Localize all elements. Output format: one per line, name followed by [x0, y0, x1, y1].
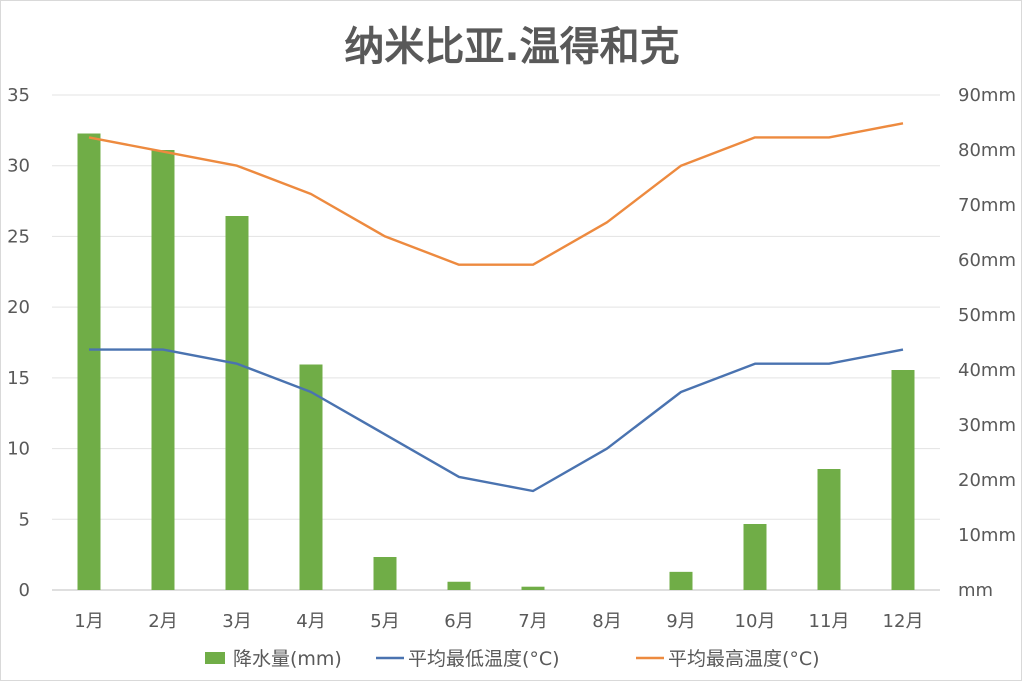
precipitation-bar: [299, 364, 323, 590]
left-tick-label: 15: [7, 368, 30, 389]
legend: 降水量(mm) 平均最低温度(°C) 平均最高温度(°C): [205, 648, 820, 670]
x-tick-label: 2月: [148, 611, 177, 632]
x-tick-label: 3月: [222, 611, 251, 632]
x-tick-label: 10月: [735, 611, 776, 632]
legend-label: 平均最高温度(°C): [668, 648, 820, 670]
legend-label: 平均最低温度(°C): [408, 648, 560, 670]
left-tick-label: 20: [7, 297, 30, 318]
legend-swatch-bar: [205, 652, 225, 664]
precipitation-bar: [891, 370, 915, 590]
x-tick-label: 12月: [883, 611, 924, 632]
left-tick-label: 35: [7, 85, 30, 106]
grid-lines: [52, 94, 940, 591]
precipitation-bar: [373, 557, 397, 590]
legend-label: 降水量(mm): [233, 648, 342, 670]
left-tick-label: 25: [7, 226, 30, 247]
x-tick-label: 1月: [74, 611, 103, 632]
x-tick-label: 11月: [809, 611, 850, 632]
x-axis-ticks: 1月 2月 3月 4月 5月 6月 7月 8月 9月 10月 11月 12月: [74, 611, 923, 632]
max-temp-line: [88, 122, 904, 266]
right-tick-label: mm: [958, 580, 993, 601]
x-tick-label: 8月: [592, 611, 621, 632]
right-axis-ticks: mm 10mm 20mm 30mm 40mm 50mm 60mm 70mm 80mm 90mm: [958, 85, 1016, 601]
precipitation-bar: [743, 524, 767, 590]
right-tick-label: 50mm: [958, 305, 1016, 326]
x-tick-label: 9月: [666, 611, 695, 632]
x-tick-label: 6月: [444, 611, 473, 632]
precipitation-bar: [521, 586, 545, 590]
precipitation-bar: [447, 581, 471, 590]
precipitation-bar: [151, 150, 175, 590]
right-tick-label: 40mm: [958, 360, 1016, 381]
right-tick-label: 90mm: [958, 85, 1016, 106]
left-tick-label: 30: [7, 156, 30, 177]
left-tick-label: 5: [19, 509, 30, 530]
precipitation-bar: [77, 133, 101, 590]
right-tick-label: 30mm: [958, 415, 1016, 436]
left-tick-label: 0: [19, 580, 30, 601]
precipitation-bar: [817, 469, 841, 590]
right-tick-label: 20mm: [958, 470, 1016, 491]
precipitation-bars: [77, 133, 915, 590]
right-tick-label: 60mm: [958, 250, 1016, 271]
precipitation-bar: [225, 216, 249, 590]
x-tick-label: 7月: [518, 611, 547, 632]
min-temp-line: [89, 348, 904, 493]
x-tick-label: 4月: [296, 611, 325, 632]
precipitation-bar: [669, 571, 693, 590]
x-tick-label: 5月: [370, 611, 399, 632]
right-tick-label: 80mm: [958, 140, 1016, 161]
right-tick-label: 10mm: [958, 525, 1016, 546]
left-tick-label: 10: [7, 439, 30, 460]
chart-title: 纳米比亚.温得和克: [344, 24, 680, 70]
left-axis-ticks: 0 5 10 15 20 25 30 35: [7, 85, 30, 601]
right-tick-label: 70mm: [958, 195, 1016, 216]
temperature-lines: [88, 122, 904, 493]
